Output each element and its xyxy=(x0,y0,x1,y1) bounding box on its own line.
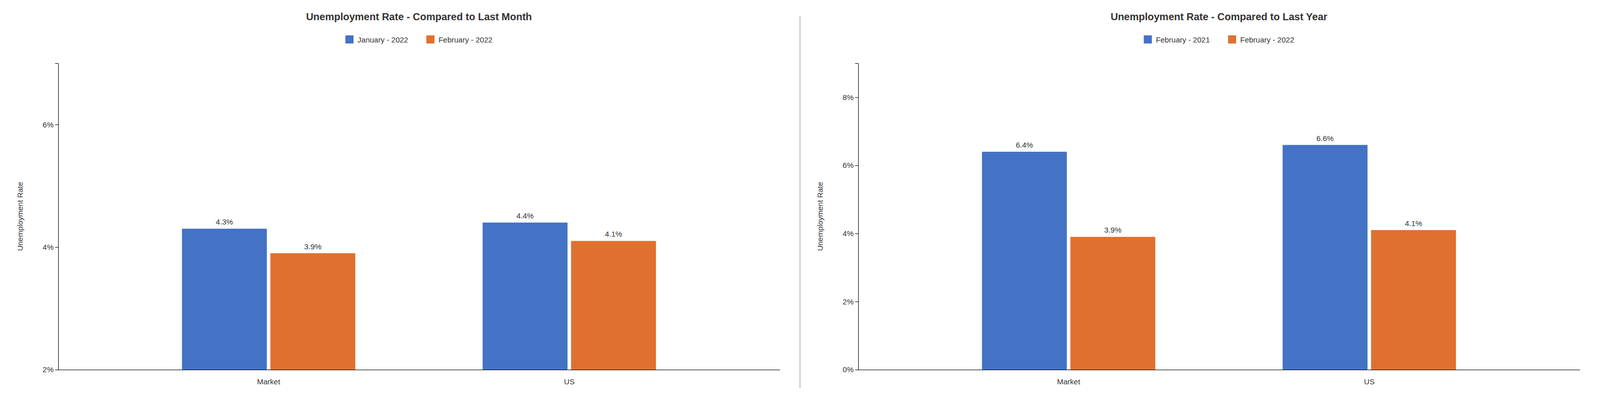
x-axis-line xyxy=(858,369,1581,371)
x-tick-label: US xyxy=(563,377,575,386)
legend-label: January - 2022 xyxy=(357,35,409,44)
x-tick-label: US xyxy=(1363,377,1375,386)
y-tick: 4% xyxy=(42,242,59,252)
y-tick: 8% xyxy=(842,93,859,102)
data-label: 4.1% xyxy=(604,229,622,239)
y-tick: 0% xyxy=(842,365,859,374)
data-label: 4.3% xyxy=(215,217,234,227)
legend: January - 2022 February - 2022 xyxy=(345,35,493,44)
y-tick-mark xyxy=(55,124,59,125)
x-tick: Market xyxy=(256,377,281,386)
bar xyxy=(1070,236,1156,370)
legend-swatch xyxy=(1228,35,1237,44)
y-tick-label: 4% xyxy=(42,242,54,252)
y-axis-line xyxy=(55,63,59,371)
data-label: 3.9% xyxy=(304,242,322,251)
x-axis: Market US xyxy=(58,370,781,386)
y-axis: 2% 4% 6% xyxy=(42,63,59,375)
y-axis-title: Unemployment Rate xyxy=(15,182,25,252)
chart-title: Unemployment Rate - Compared to Last Yea… xyxy=(1110,11,1328,23)
data-label: 4.1% xyxy=(1404,218,1422,228)
y-tick-mark xyxy=(55,247,59,248)
legend-swatch xyxy=(1143,35,1152,44)
y-tick-label: 8% xyxy=(842,93,854,102)
bar xyxy=(1370,230,1456,370)
chart-panel: 2% 4% 6% Market US 4.3% 4.4% 3.9% 4.1% Unemployme… xyxy=(15,11,781,386)
y-tick: 6% xyxy=(842,160,859,170)
y-tick-mark xyxy=(855,233,859,235)
data-label: 4.4% xyxy=(516,211,534,220)
data-labels: 4.3% 4.4% 3.9% 4.1% xyxy=(215,211,623,251)
y-tick-label: 6% xyxy=(42,120,54,129)
y-axis-title: Unemployment Rate xyxy=(815,182,825,252)
y-tick-mark xyxy=(55,369,59,371)
bars xyxy=(982,145,1456,370)
bar xyxy=(182,228,268,370)
legend-label: February - 2022 xyxy=(1240,35,1295,44)
x-tick: US xyxy=(1363,377,1375,386)
legend-label: February - 2021 xyxy=(1156,35,1211,44)
y-tick-label: 6% xyxy=(842,160,854,170)
y-tick-mark xyxy=(855,97,859,98)
y-axis: 0% 2% 4% 6% 8% xyxy=(842,63,859,375)
y-axis-line xyxy=(855,63,859,371)
legend-item: February - 2022 xyxy=(1228,35,1295,44)
x-tick: Market xyxy=(1056,377,1081,386)
x-tick-label: Market xyxy=(256,377,281,386)
legend-item: February - 2021 xyxy=(1143,35,1211,44)
bar xyxy=(570,240,656,370)
plot-area: 0% 2% 4% 6% 8% Market US 6.4% 6.6% 3.9% 4.1% xyxy=(842,63,1580,386)
x-tick: US xyxy=(563,377,575,386)
y-tick-label: 0% xyxy=(842,365,854,374)
y-tick-label: 4% xyxy=(842,229,854,238)
y-tick: 2% xyxy=(42,365,59,374)
legend: February - 2021 February - 2022 xyxy=(1143,35,1295,44)
bars xyxy=(182,222,656,370)
bar xyxy=(270,253,356,370)
y-tick-label: 2% xyxy=(42,365,54,374)
y-tick-mark xyxy=(855,165,859,166)
x-axis: Market US xyxy=(858,370,1581,386)
legend-swatch xyxy=(345,35,354,44)
plot-area: 2% 4% 6% Market US 4.3% 4.4% 3.9% 4.1% xyxy=(42,63,780,386)
bar xyxy=(1282,145,1368,370)
data-label: 6.6% xyxy=(1316,134,1334,143)
legend-item: January - 2022 xyxy=(345,35,409,44)
chart-title: Unemployment Rate - Compared to Last Mon… xyxy=(305,11,532,23)
bar xyxy=(982,151,1068,370)
y-tick: 2% xyxy=(842,297,859,306)
x-tick-label: Market xyxy=(1056,377,1081,386)
y-tick-mark xyxy=(855,369,859,371)
y-tick-mark xyxy=(855,301,859,302)
data-label: 6.4% xyxy=(1015,140,1034,150)
y-tick-label: 2% xyxy=(842,297,854,306)
background xyxy=(0,0,1600,400)
legend-item: February - 2022 xyxy=(426,35,493,44)
data-label: 3.9% xyxy=(1104,225,1122,235)
data-labels: 6.4% 6.6% 3.9% 4.1% xyxy=(1015,134,1423,235)
bar xyxy=(482,222,568,370)
legend-label: February - 2022 xyxy=(438,35,493,44)
x-axis-line xyxy=(58,369,781,371)
legend-swatch xyxy=(426,35,435,44)
chart-panel: 0% 2% 4% 6% 8% Market US 6.4% 6.6% 3.9% 4.1% Unempl… xyxy=(815,11,1581,386)
chart-canvas: 2% 4% 6% Market US 4.3% 4.4% 3.9% 4.1% Unemployme… xyxy=(0,0,1600,400)
separator xyxy=(799,16,801,389)
y-tick: 6% xyxy=(42,120,59,129)
y-tick: 4% xyxy=(842,229,859,238)
